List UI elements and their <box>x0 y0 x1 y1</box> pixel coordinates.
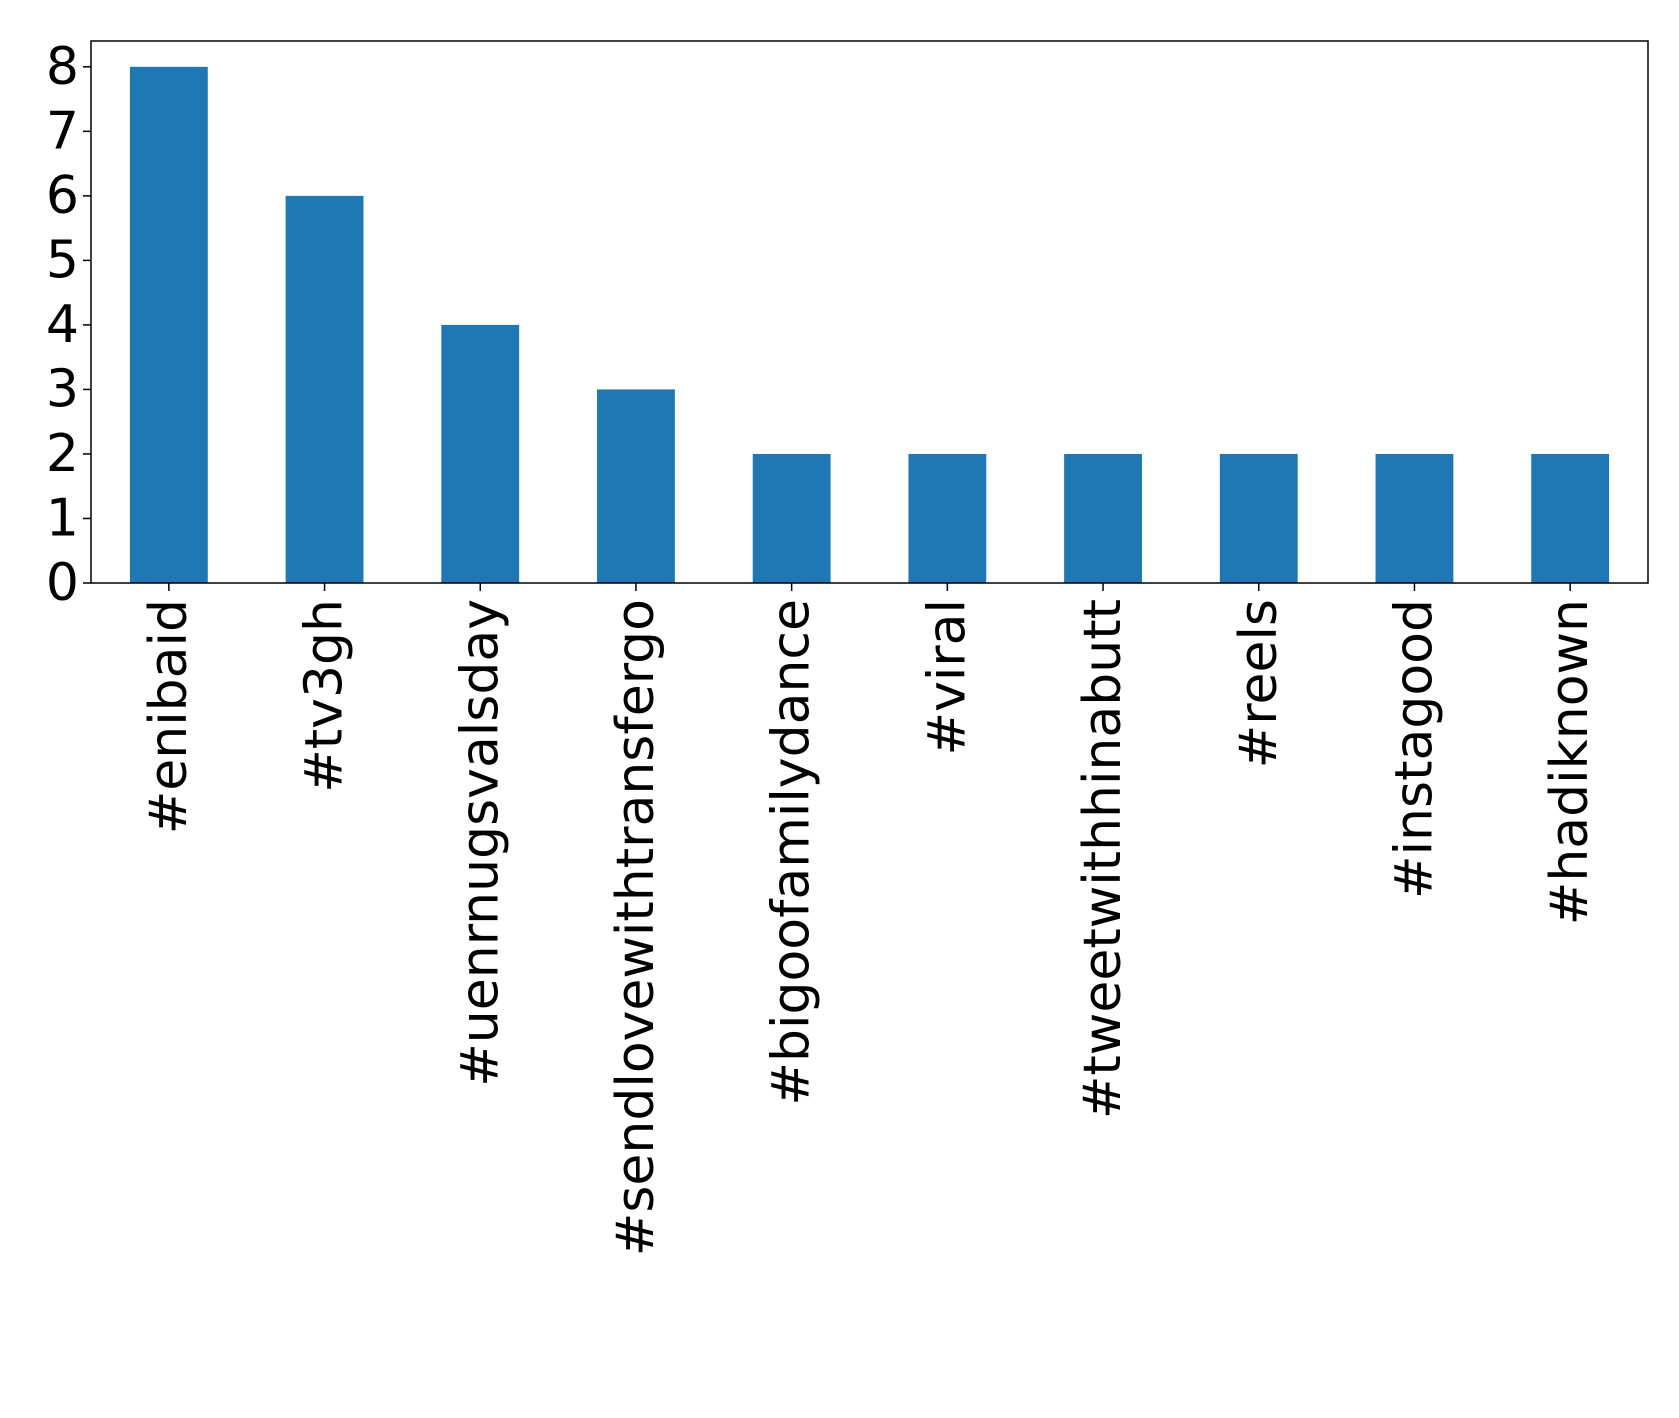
x-axis: #enibaid #tv3gh #uenrnugsvalsday #sendlovew… <box>139 583 1600 1256</box>
y-tick-label-8: 8 <box>46 37 79 97</box>
bar-1 <box>285 195 364 583</box>
bar-7 <box>1219 453 1298 583</box>
bar-6 <box>1064 453 1142 583</box>
x-tick-label-7: #reels <box>1229 599 1289 768</box>
bar-0 <box>129 66 208 584</box>
y-tick-label-4: 4 <box>46 295 79 355</box>
x-tick-label-9: #hadiknown <box>1540 599 1600 925</box>
y-tick-label-7: 7 <box>46 101 79 161</box>
y-tick-label-0: 0 <box>46 553 79 613</box>
bar-8 <box>1375 453 1454 583</box>
x-tick-label-0: #enibaid <box>139 599 199 834</box>
y-tick-label-1: 1 <box>46 488 79 548</box>
bar-3 <box>597 389 675 583</box>
y-tick-label-3: 3 <box>46 359 79 419</box>
plot-area-frame <box>90 40 1649 584</box>
x-tick-label-8: #instagood <box>1384 599 1444 899</box>
y-tick-label-6: 6 <box>46 166 79 226</box>
bar-5 <box>908 453 987 583</box>
bars-layer <box>129 66 1610 584</box>
y-tick-label-5: 5 <box>46 230 79 290</box>
x-tick-label-3: #sendlovewithtransfergo <box>606 599 666 1256</box>
bar-4 <box>752 453 831 583</box>
bar-9 <box>1531 453 1610 583</box>
x-tick-label-4: #bigoofamilydance <box>762 599 822 1106</box>
bar-2 <box>441 324 520 583</box>
x-tick-label-6: #tweetwithhinabutt <box>1073 599 1133 1119</box>
x-tick-label-2: #uenrnugsvalsday <box>450 599 510 1087</box>
x-tick-label-1: #tv3gh <box>295 599 355 793</box>
x-tick-label-5: #viral <box>917 599 977 755</box>
y-tick-label-2: 2 <box>46 424 79 484</box>
